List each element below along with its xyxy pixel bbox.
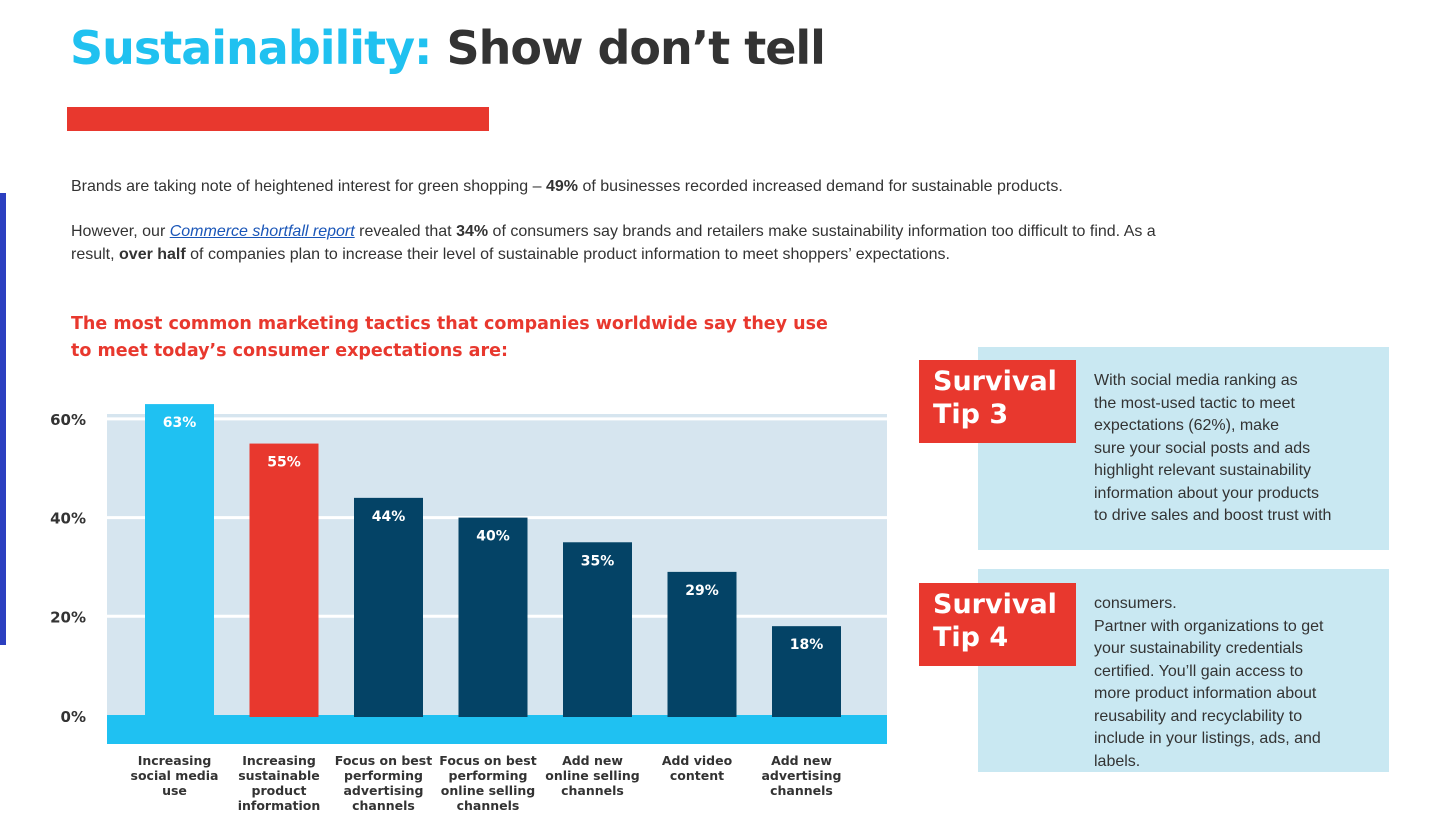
tip-4-text-line-3: your sustainability credentials: [1094, 640, 1303, 657]
survival-tip-3-text: With social media ranking as the most-use…: [1094, 370, 1331, 528]
commerce-shortfall-report-link[interactable]: Commerce shortfall report: [169, 223, 355, 240]
tip-4-text-line-8: labels.: [1094, 752, 1141, 770]
intro-p1-text-b: of businesses recorded increased demand …: [578, 178, 1063, 195]
bar-value-label: 29%: [685, 583, 719, 599]
x-category-label-line: advertising: [343, 783, 423, 798]
bar: [145, 404, 214, 717]
x-category-label-line: product: [252, 783, 307, 798]
y-tick-label: 0%: [61, 708, 86, 726]
x-category-label: Increasing sustainable product information: [238, 753, 321, 813]
x-category-label: Focus on best performing online selling cha…: [439, 753, 536, 813]
x-category-label-line: content: [670, 768, 724, 783]
bar-value-label: 40%: [476, 529, 510, 545]
bar: [354, 497, 423, 717]
x-category-label-line: Increasing: [242, 753, 316, 768]
tip-4-text-line-4: certified. You’ll gain access to: [1094, 662, 1304, 680]
bar-value-label: 18%: [790, 637, 824, 653]
bar-value-label: 63%: [163, 415, 197, 431]
survival-tip-4-text: consumers. Partner with organizations to …: [1094, 593, 1323, 773]
tip-4-badge-line-1: Survival: [933, 589, 1057, 620]
bar: [772, 626, 841, 717]
tip-4-text-line-1: consumers.: [1094, 595, 1177, 612]
tip-4-badge-line-2: Tip 4: [933, 622, 1009, 653]
tip-3-badge-line-1: Survival: [933, 366, 1057, 397]
intro-p1-text-a: Brands are taking note of heightened int…: [71, 178, 546, 195]
y-tick-label: 20%: [50, 608, 86, 626]
tip-3-badge-line-2: Tip 3: [933, 399, 1009, 430]
title-show-dont-tell: Show don’t tell: [446, 21, 825, 75]
intro-paragraph-2: However, our Commerce shortfall report r…: [71, 221, 1186, 266]
tip-3-text-line-6: information about your products: [1094, 484, 1320, 502]
tip-4-text-line-5: more product information about: [1094, 685, 1317, 702]
survival-tip-3-badge: Survival Tip 3: [919, 360, 1076, 443]
x-category-label-line: use: [162, 783, 187, 798]
survival-tip-4-badge: Survival Tip 4: [919, 583, 1076, 666]
marketing-tactics-bar-chart: 0%20%40%60% 63%Increasing social media use5…: [50, 404, 887, 813]
baseline-band: [107, 715, 887, 744]
x-category-label: Add video content: [662, 753, 733, 783]
bar: [249, 443, 319, 717]
x-category-label-line: online selling: [441, 783, 535, 798]
x-category-label-line: channels: [561, 783, 624, 798]
tip-3-text-line-4: sure your social posts and ads: [1094, 439, 1311, 457]
intro-paragraph-1: Brands are taking note of heightened int…: [71, 176, 1271, 199]
tip-4-text-line-2: Partner with organizations to get: [1094, 617, 1324, 635]
x-category-label-line: Add new: [562, 753, 623, 768]
tip-3-text-line-1: With social media ranking as: [1094, 372, 1298, 389]
intro-p2-text-d: of companies plan to increase their leve…: [185, 245, 950, 263]
chart-heading: The most common marketing tactics that c…: [71, 314, 828, 361]
intro-p2-text-c: of consumers say brands and retailers ma…: [71, 223, 1156, 263]
x-category-label-line: online selling: [545, 768, 639, 783]
tip-3-text-line-3: expectations (62%), make: [1094, 417, 1279, 434]
y-tick-label: 40%: [50, 510, 86, 528]
x-category-label-line: Add video: [662, 753, 733, 768]
tip-4-text-line-7: include in your listings, ads, and: [1094, 730, 1321, 747]
tip-4-text-line-6: reusability and recyclability to: [1094, 707, 1303, 725]
intro-p2-over-half: over half: [119, 245, 186, 263]
bar: [667, 571, 737, 717]
x-category-label-line: social media: [131, 768, 219, 783]
x-category-label: Add new advertising channels: [761, 753, 841, 798]
tip-3-text-line-7: to drive sales and boost trust with: [1094, 507, 1332, 524]
x-category-label: Increasing social media use: [131, 753, 219, 798]
x-category-label-line: information: [238, 798, 321, 813]
x-category-label-line: Focus on best: [335, 753, 432, 768]
x-category-label-line: advertising: [761, 768, 841, 783]
tip-3-text-line-2: the most-used tactic to meet: [1094, 394, 1295, 412]
intro-p2-text-b: revealed that: [354, 223, 457, 240]
intro-p2-text-a: However, our: [71, 223, 170, 240]
bar-value-label: 44%: [372, 509, 406, 525]
x-category-label-line: performing: [344, 768, 423, 783]
tip-3-text-line-5: highlight relevant sustainability: [1094, 462, 1312, 479]
title-underline-bar: [67, 107, 489, 131]
x-category-label-line: sustainable: [238, 768, 320, 783]
intro-p1-stat: 49%: [546, 178, 579, 195]
x-category-label-line: channels: [457, 798, 520, 813]
x-category-label: Add new online selling channels: [545, 753, 639, 798]
x-category-label-line: Focus on best: [439, 753, 536, 768]
bar-value-label: 55%: [267, 455, 301, 471]
x-category-label-line: Add new: [771, 753, 832, 768]
bar: [563, 542, 632, 717]
x-category-label-line: channels: [770, 783, 833, 798]
x-category-label-line: performing: [449, 768, 528, 783]
title-sustainability: Sustainability:: [70, 21, 432, 75]
left-edge-accent: [0, 193, 6, 645]
y-tick-label: 60%: [50, 411, 86, 429]
bar: [458, 517, 528, 717]
page-title: Sustainability: Show don’t tell: [70, 18, 826, 78]
x-category-label-line: channels: [352, 798, 415, 813]
bar-value-label: 35%: [581, 553, 615, 569]
x-category-label: Focus on best performing advertising channe…: [335, 753, 432, 813]
intro-p2-stat: 34%: [456, 223, 489, 240]
x-category-label-line: Increasing: [138, 753, 212, 768]
